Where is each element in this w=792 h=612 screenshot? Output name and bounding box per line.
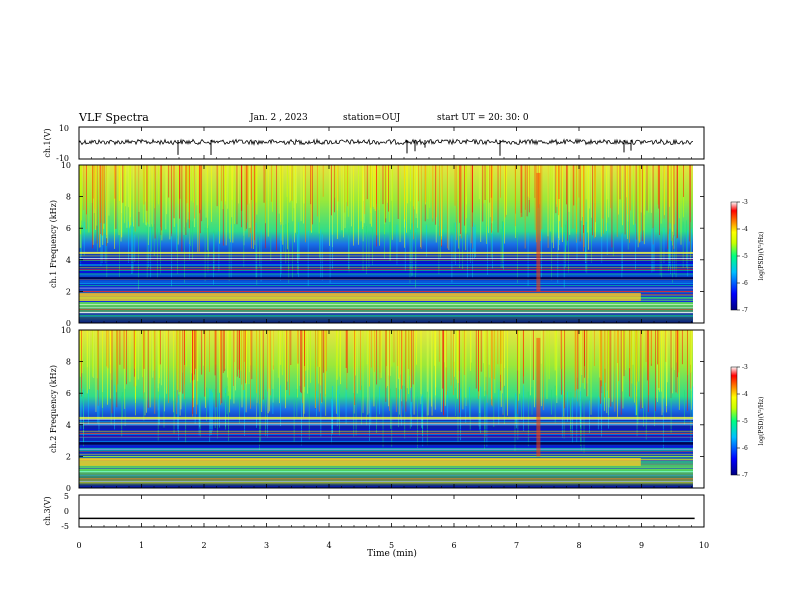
spectrogram-band bbox=[79, 277, 693, 280]
spectrogram-burst bbox=[536, 172, 541, 292]
station-label: station=OUJ bbox=[343, 113, 401, 123]
time-tick-label: 6 bbox=[451, 541, 456, 550]
frequency-tick-label: 6 bbox=[66, 389, 71, 398]
start-time-label: start UT = 20: 30: 0 bbox=[437, 113, 529, 123]
date-label: Jan. 2 , 2023 bbox=[250, 113, 308, 123]
spectrogram-band bbox=[79, 416, 693, 419]
ch2-spectrogram-panel: 0 2 4 6 8 10 ch.2 Frequency (kHz) bbox=[49, 326, 705, 493]
ch1-noise-trace bbox=[78, 138, 694, 146]
spectrogram-band bbox=[79, 457, 641, 466]
frequency-tick-label: 2 bbox=[66, 452, 71, 461]
ch1-spectrogram-ylabel: ch.1 Frequency (kHz) bbox=[49, 200, 58, 288]
ch2-yticks: 0 2 4 6 8 10 bbox=[61, 326, 704, 493]
ch2-colorbar-ticks: -3 -4 -5 -6 -7 bbox=[737, 364, 748, 479]
frequency-tick-label: 0 bbox=[66, 319, 71, 328]
frequency-tick-label: 4 bbox=[66, 421, 71, 430]
spectrogram-band bbox=[79, 442, 693, 445]
time-tick-label: 9 bbox=[639, 541, 644, 550]
spectrogram-burst bbox=[536, 337, 541, 457]
ch3-waveform-panel: 5 0 -5 ch.3(V) bbox=[43, 492, 705, 531]
ch1-yticks: 0 2 4 6 8 10 bbox=[61, 161, 704, 328]
ch1-ytick-neg10: -10 bbox=[56, 154, 69, 163]
ch3-ytick-0: 0 bbox=[64, 507, 69, 516]
colorbar-tick-label: -4 bbox=[742, 226, 748, 233]
ch1-colorbar: -3 -4 -5 -6 -7 log(PSD)(V²/Hz) bbox=[730, 199, 765, 314]
time-tick-label: 3 bbox=[264, 541, 269, 550]
frequency-tick-label: 2 bbox=[66, 287, 71, 296]
colorbar-tick-label: -7 bbox=[742, 307, 748, 314]
ch2-spectrogram-ylabel: ch.2 Frequency (kHz) bbox=[49, 365, 58, 453]
time-tick-label: 0 bbox=[76, 541, 81, 550]
frequency-tick-label: 10 bbox=[61, 326, 71, 335]
ch2-spectrogram-image bbox=[79, 330, 694, 488]
spectrogram-band bbox=[79, 251, 693, 254]
colorbar-tick-label: -4 bbox=[742, 391, 748, 398]
frequency-tick-label: 8 bbox=[66, 193, 71, 202]
time-tick-label: 5 bbox=[389, 541, 394, 550]
ch1-colorbar-label: log(PSD)(V²/Hz) bbox=[758, 232, 765, 281]
time-axis-label: Time (min) bbox=[367, 548, 417, 559]
ch3-ytick-neg5: -5 bbox=[61, 522, 69, 531]
colorbar-tick-label: -5 bbox=[742, 253, 748, 260]
time-tick-label: 4 bbox=[326, 541, 331, 550]
ch1-waveform-panel: 10 -10 ch.1(V) bbox=[43, 124, 705, 163]
frequency-tick-label: 4 bbox=[66, 256, 71, 265]
ch2-colorbar-label: log(PSD)(V²/Hz) bbox=[758, 397, 765, 446]
time-tick-label: 10 bbox=[699, 541, 709, 550]
colorbar-tick-label: -5 bbox=[742, 418, 748, 425]
time-tick-label: 8 bbox=[576, 541, 581, 550]
frequency-tick-label: 8 bbox=[66, 358, 71, 367]
colorbar-tick-label: -6 bbox=[742, 280, 748, 287]
ch1-ytick-10: 10 bbox=[59, 124, 69, 133]
frequency-tick-label: 0 bbox=[66, 484, 71, 493]
frequency-tick-label: 10 bbox=[61, 161, 71, 170]
ch1-spectrogram-panel: 0 2 4 6 8 10 ch.1 Frequency (kHz) bbox=[49, 161, 705, 328]
ch1-colorbar-ticks: -3 -4 -5 -6 -7 bbox=[737, 199, 748, 314]
frequency-tick-label: 6 bbox=[66, 224, 71, 233]
colorbar-tick-label: -3 bbox=[742, 199, 748, 206]
time-tick-label: 2 bbox=[201, 541, 206, 550]
ch1-spectrogram-image bbox=[79, 165, 693, 323]
colorbar-tick-label: -6 bbox=[742, 445, 748, 452]
time-tick-label: 7 bbox=[514, 541, 519, 550]
ch1-waveform-ylabel: ch.1(V) bbox=[43, 128, 52, 157]
plot-title: VLF Spectra bbox=[79, 111, 149, 124]
colorbar-tick-label: -3 bbox=[742, 364, 748, 371]
ch1-waveform-trace bbox=[78, 138, 694, 156]
spectrogram-band bbox=[79, 292, 641, 301]
time-axis-ticks: 0 1 2 3 4 5 6 7 8 9 10 bbox=[76, 127, 709, 550]
time-tick-label: 1 bbox=[139, 541, 144, 550]
ch2-colorbar: -3 -4 -5 -6 -7 log(PSD)(V²/Hz) bbox=[730, 364, 765, 479]
ch3-waveform-ylabel: ch.3(V) bbox=[43, 496, 52, 525]
colorbar-tick-label: -7 bbox=[742, 472, 748, 479]
ch3-ytick-5: 5 bbox=[64, 492, 69, 501]
